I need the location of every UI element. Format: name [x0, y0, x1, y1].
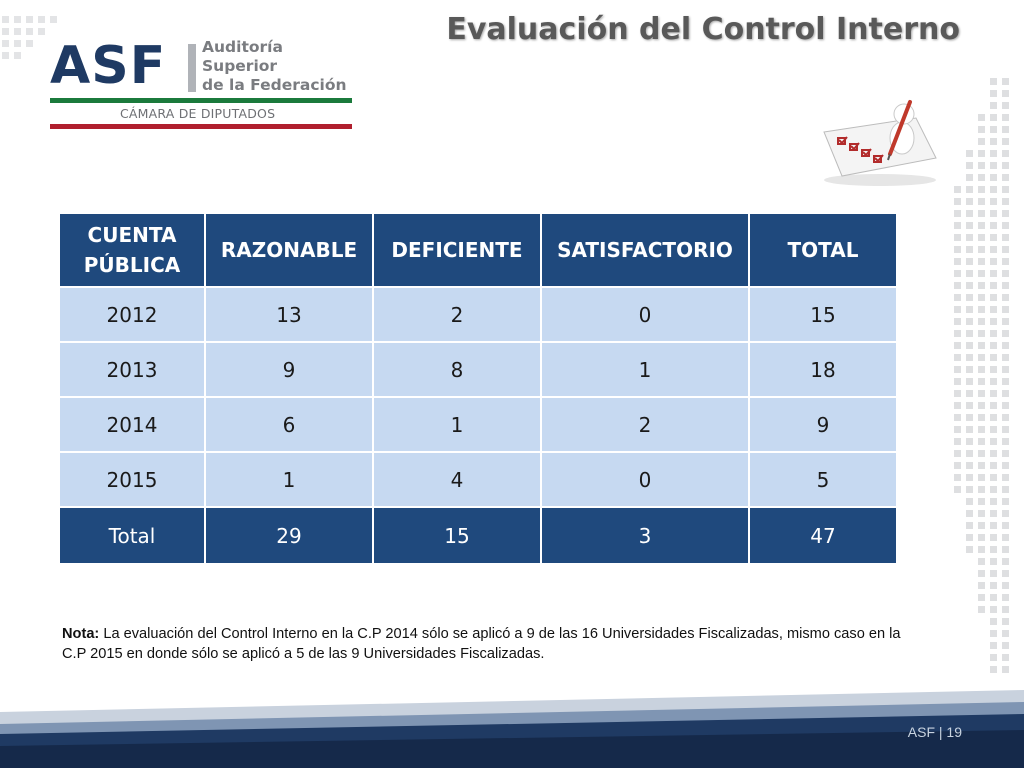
checklist-clipboard-figure-icon	[823, 100, 937, 186]
total-cell: Total	[58, 506, 206, 565]
table-cell: 1	[372, 396, 542, 453]
table-cell: 2014	[58, 396, 206, 453]
page-number-label: ASF | 19	[907, 724, 962, 740]
total-cell: 29	[204, 506, 374, 565]
table-cell: 8	[372, 341, 542, 398]
logo-separator	[188, 44, 196, 92]
table-cell: 1	[540, 341, 750, 398]
table-cell: 9	[204, 341, 374, 398]
logo-chamber-label: CÁMARA DE DIPUTADOS	[120, 106, 276, 121]
table-cell: 0	[540, 286, 750, 343]
total-cell: 3	[540, 506, 750, 565]
logo-institution-name: Auditoría Superior de la Federación	[202, 38, 347, 95]
evaluation-table: CUENTA PÚBLICA RAZONABLE DEFICIENTE SATI…	[58, 212, 898, 565]
total-cell: 47	[748, 506, 898, 565]
table-cell: 2	[540, 396, 750, 453]
footnote-text: La evaluación del Control Interno en la …	[62, 626, 901, 662]
header-satisfactorio: SATISFACTORIO	[540, 212, 750, 288]
table-cell: 9	[748, 396, 898, 453]
header-total: TOTAL	[748, 212, 898, 288]
table-cell: 5	[748, 451, 898, 508]
header-cuenta-publica: CUENTA PÚBLICA	[58, 212, 206, 288]
logo-green-stripe	[50, 98, 352, 103]
table-cell: 1	[204, 451, 374, 508]
decorative-dots-right	[954, 78, 1009, 673]
header-razonable: RAZONABLE	[204, 212, 374, 288]
table-cell: 6	[204, 396, 374, 453]
table-header-row: CUENTA PÚBLICA RAZONABLE DEFICIENTE SATI…	[58, 212, 898, 288]
footnote-label: Nota:	[62, 626, 100, 642]
table-cell: 2015	[58, 451, 206, 508]
table-row: 2014 6 1 2 9	[58, 396, 898, 453]
table-cell: 18	[748, 341, 898, 398]
table-row: 2012 13 2 0 15	[58, 286, 898, 343]
header-deficiente: DEFICIENTE	[372, 212, 542, 288]
logo-name-line: de la Federación	[202, 76, 347, 94]
table-cell: 15	[748, 286, 898, 343]
footnote: Nota: La evaluación del Control Interno …	[62, 624, 912, 664]
footer-band	[0, 690, 1024, 768]
table-cell: 0	[540, 451, 750, 508]
table-cell: 13	[204, 286, 374, 343]
total-cell: 15	[372, 506, 542, 565]
table-cell: 2	[372, 286, 542, 343]
table-total-row: Total 29 15 3 47	[58, 506, 898, 565]
logo-name-line: Superior	[202, 57, 278, 75]
table-cell: 2013	[58, 341, 206, 398]
slide-title: Evaluación del Control Interno	[446, 12, 960, 47]
table-row: 2013 9 8 1 18	[58, 341, 898, 398]
logo-name-line: Auditoría	[202, 38, 283, 56]
asf-logo: ASF Auditoría Superior de la Federación …	[50, 36, 355, 136]
table-row: 2015 1 4 0 5	[58, 451, 898, 508]
logo-letters: ASF	[50, 36, 167, 96]
decorative-dots-top-left	[2, 16, 57, 59]
table-cell: 4	[372, 451, 542, 508]
logo-red-stripe	[50, 124, 352, 129]
table-cell: 2012	[58, 286, 206, 343]
